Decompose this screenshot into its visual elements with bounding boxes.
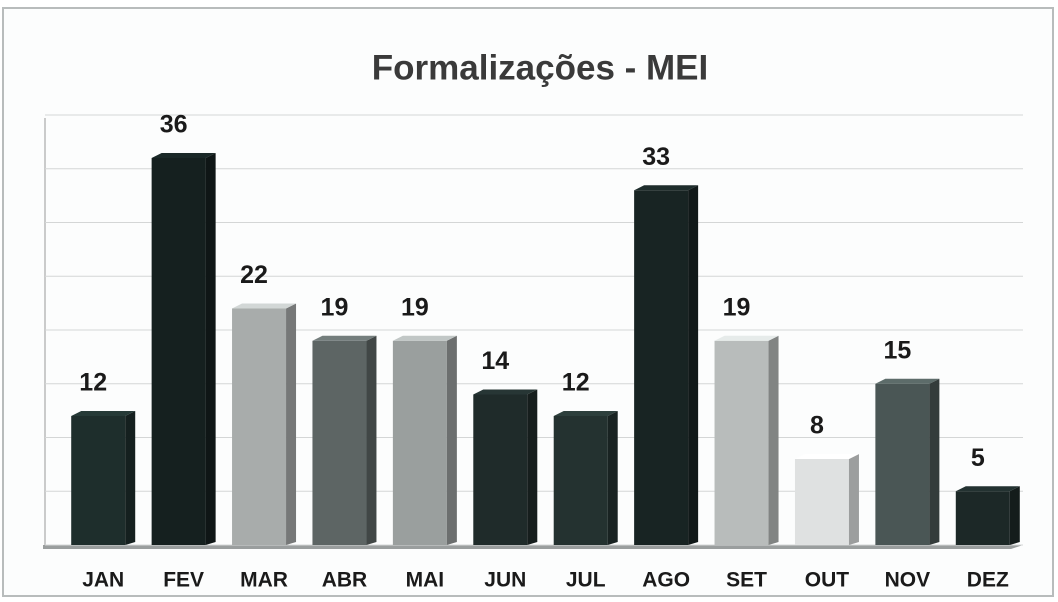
bar-front — [392, 340, 447, 545]
bar-top — [875, 378, 940, 384]
data-label: 12 — [79, 369, 107, 397]
x-tick-label: JUL — [566, 569, 606, 592]
data-label: 19 — [723, 293, 751, 321]
bar-top — [392, 335, 457, 341]
data-label: 5 — [971, 444, 985, 472]
data-label: 36 — [160, 111, 188, 139]
x-tick-label: MAI — [406, 569, 445, 592]
x-tick-label: SET — [726, 569, 767, 592]
x-tick-label: DEZ — [967, 569, 1009, 592]
floor — [43, 545, 1023, 549]
data-label: 19 — [321, 293, 349, 321]
data-label: 33 — [642, 143, 670, 171]
bar-side — [205, 153, 216, 545]
bar — [232, 303, 297, 545]
bar-side — [1009, 486, 1020, 545]
bar — [312, 335, 377, 545]
chart-title: Formalizações - MEI — [372, 48, 708, 87]
bar-front — [714, 340, 769, 545]
bar-front — [794, 459, 849, 545]
x-tick-label: OUT — [805, 569, 850, 592]
bar-top — [312, 335, 377, 341]
bar-side — [688, 185, 699, 545]
bar-side — [527, 389, 538, 545]
bar — [473, 389, 538, 545]
bar-front — [312, 340, 367, 545]
bar-front — [955, 491, 1010, 545]
data-label: 8 — [810, 412, 824, 440]
bar — [875, 378, 940, 545]
bar-front — [71, 416, 126, 545]
bar — [553, 411, 618, 545]
bar-top — [794, 454, 859, 459]
bar-top — [714, 335, 779, 341]
data-label: 12 — [562, 369, 590, 397]
bar-top — [151, 153, 216, 158]
x-tick-label: MAR — [240, 569, 288, 592]
bar-front — [151, 158, 206, 545]
bar — [794, 454, 859, 545]
bar-top — [71, 411, 136, 416]
bar — [955, 486, 1020, 545]
bar-top — [473, 389, 538, 395]
bar — [634, 185, 699, 545]
bar-top — [955, 486, 1020, 492]
x-tick-label: NOV — [885, 569, 931, 592]
bar-front — [634, 190, 689, 545]
bar-side — [929, 378, 940, 545]
data-label: 14 — [481, 347, 509, 375]
bar-front — [232, 308, 287, 545]
bar-side — [848, 454, 859, 545]
bar-top — [232, 303, 297, 309]
x-tick-label: JUN — [484, 569, 526, 592]
bar-front — [473, 394, 528, 545]
bar-front — [875, 383, 930, 545]
bar-top — [634, 185, 699, 191]
bar-side — [125, 411, 136, 545]
bar — [714, 335, 779, 545]
bar — [392, 335, 457, 545]
bar-side — [286, 303, 297, 545]
bar-top — [553, 411, 618, 416]
x-tick-label: ABR — [322, 569, 368, 592]
data-label: 15 — [883, 336, 911, 364]
bar-side — [768, 335, 779, 545]
data-label: 19 — [401, 293, 429, 321]
x-tick-label: FEV — [163, 569, 204, 592]
bar-side — [366, 335, 377, 545]
bar — [71, 411, 136, 545]
bar-side — [607, 411, 618, 545]
bar-side — [446, 335, 457, 545]
data-label: 22 — [240, 261, 268, 289]
x-tick-label: AGO — [642, 569, 690, 592]
bar-front — [553, 416, 608, 545]
x-tick-label: JAN — [82, 569, 124, 592]
bar — [151, 153, 216, 545]
